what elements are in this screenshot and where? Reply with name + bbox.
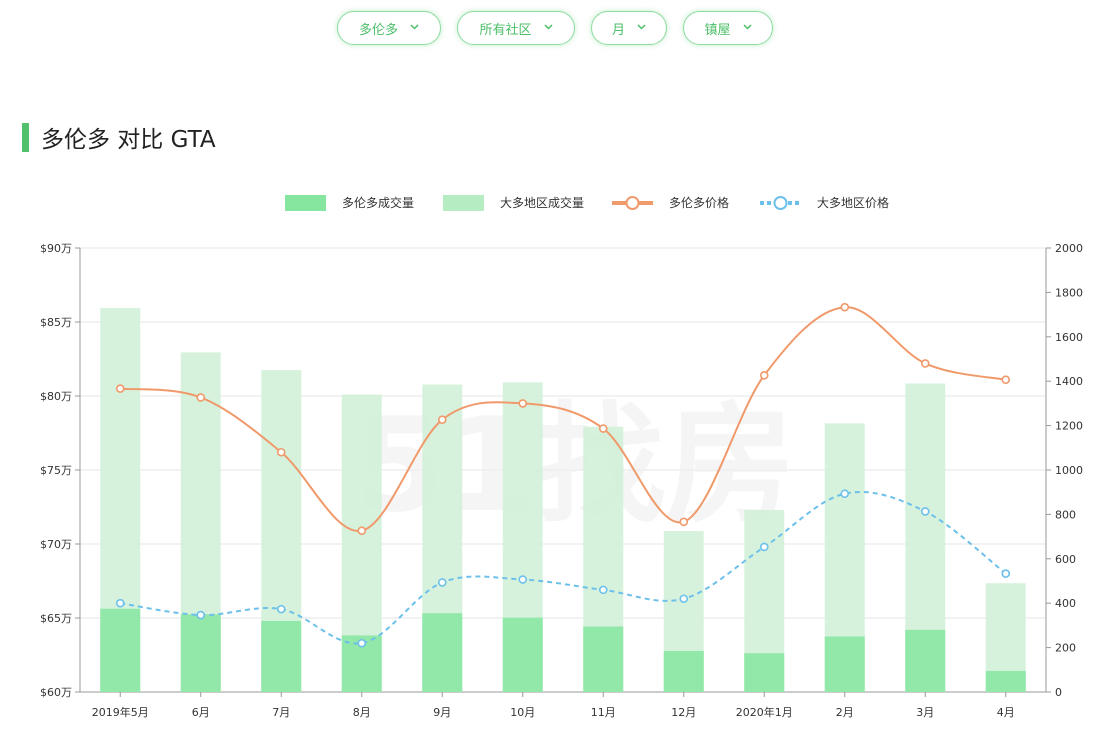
point-gta-price (920, 507, 930, 516)
section-title: 多伦多 对比 GTA (41, 127, 216, 153)
x-tick-label: 8月 (353, 706, 371, 719)
bar-toronto-volume (663, 650, 704, 692)
legend-swatch-bar (285, 195, 326, 211)
point-toronto-price (518, 399, 528, 408)
filter-dropdown-1[interactable]: 多伦多 (336, 11, 441, 45)
y-right-tick-label: 200 (1055, 642, 1076, 655)
x-tick-label: 4月 (997, 706, 1015, 719)
legend-label-3: 多伦多价格 (669, 195, 729, 210)
filter-bar: 多伦多 所有社区 月 镇屋 (0, 11, 1109, 45)
point-gta-price (437, 578, 447, 587)
point-gta-price (759, 542, 769, 552)
point-gta-price (840, 489, 850, 498)
chevron-down-icon (742, 24, 752, 32)
legend-swatch-marker (773, 196, 788, 210)
x-tick-label: 2020年1月 (736, 705, 793, 719)
y-left-tick-label: $75万 (40, 464, 72, 477)
bar-toronto-volume (985, 670, 1026, 692)
point-gta-price (598, 585, 608, 595)
bar-toronto-volume (502, 617, 543, 692)
point-gta-price (357, 638, 367, 648)
chevron-down-icon (637, 24, 646, 32)
chevron-down-icon (543, 24, 553, 32)
bar-toronto-volume (583, 626, 624, 692)
y-right-tick-label: 800 (1055, 508, 1076, 521)
y-left-tick-label: $90万 (40, 242, 72, 255)
point-toronto-price (115, 384, 125, 393)
x-tick-label: 2月 (836, 706, 854, 719)
point-toronto-price (920, 359, 930, 368)
bar-toronto-volume (261, 620, 302, 692)
point-toronto-price (679, 517, 689, 527)
point-gta-price (679, 594, 689, 604)
legend-label-1: 多伦多成交量 (342, 195, 414, 210)
line-gta-price (120, 490, 1007, 645)
section-header: 多伦多 对比 GTA (22, 120, 216, 154)
filter-dropdown-4[interactable]: 镇屋 (682, 11, 773, 45)
point-toronto-price (357, 526, 367, 535)
watermark-logo: 51找房 (355, 389, 796, 541)
legend-label-4: 大多地区价格 (817, 195, 889, 210)
bar-toronto-volume (744, 653, 785, 692)
point-toronto-price (437, 415, 447, 424)
point-toronto-price (276, 447, 286, 457)
x-tick-label: 6月 (192, 706, 210, 719)
y-right-tick-label: 1000 (1055, 464, 1083, 477)
title-accent-bar (22, 122, 29, 152)
y-left-tick-label: $80万 (40, 390, 72, 403)
x-tick-label: 3月 (916, 706, 934, 719)
legend-label-2: 大多地区成交量 (500, 195, 584, 210)
point-gta-price (518, 575, 528, 584)
point-toronto-price (840, 302, 850, 312)
y-right-tick-label: 400 (1055, 597, 1076, 610)
y-right-tick-label: 1200 (1055, 420, 1083, 433)
point-gta-price (196, 610, 206, 620)
y-right-tick-label: 1600 (1055, 331, 1083, 344)
bar-toronto-volume (905, 629, 946, 692)
x-tick-label: 2019年5月 (92, 705, 149, 719)
chevron-down-icon (410, 24, 419, 32)
point-toronto-price (598, 424, 608, 433)
filter-label: 多伦多 (358, 22, 398, 38)
point-gta-price (276, 604, 286, 614)
filter-label: 镇屋 (704, 22, 731, 38)
x-tick-label: 10月 (510, 706, 535, 719)
point-toronto-price (759, 370, 769, 380)
filter-label: 所有社区 (479, 22, 532, 38)
bar-toronto-volume (824, 636, 865, 692)
y-right-tick-label: 1800 (1055, 286, 1083, 299)
y-right-tick-label: 0 (1055, 686, 1062, 699)
y-left-tick-label: $65万 (40, 612, 72, 625)
filter-dropdown-3[interactable]: 月 (590, 11, 667, 45)
x-tick-label: 11月 (591, 706, 616, 719)
bar-toronto-volume (180, 614, 221, 692)
point-gta-price (115, 598, 125, 608)
bar-toronto-volume (422, 613, 463, 692)
bar-toronto-volume (100, 608, 141, 692)
y-left-tick-label: $85万 (40, 316, 72, 329)
legend-swatch-marker (625, 196, 640, 210)
y-right-tick-label: 1400 (1055, 375, 1083, 388)
point-gta-price (1001, 569, 1011, 578)
y-right-tick-label: 2000 (1055, 242, 1083, 255)
legend-swatch-bar (443, 195, 484, 211)
point-toronto-price (1001, 375, 1011, 385)
x-tick-label: 7月 (272, 706, 290, 719)
x-tick-label: 9月 (433, 706, 451, 719)
y-right-tick-label: 600 (1055, 553, 1076, 566)
x-tick-label: 12月 (671, 706, 696, 719)
y-left-tick-label: $70万 (40, 538, 72, 551)
y-left-tick-label: $60万 (40, 686, 72, 699)
filter-dropdown-2[interactable]: 所有社区 (456, 11, 575, 45)
point-toronto-price (196, 393, 206, 402)
filter-label: 月 (611, 22, 625, 38)
